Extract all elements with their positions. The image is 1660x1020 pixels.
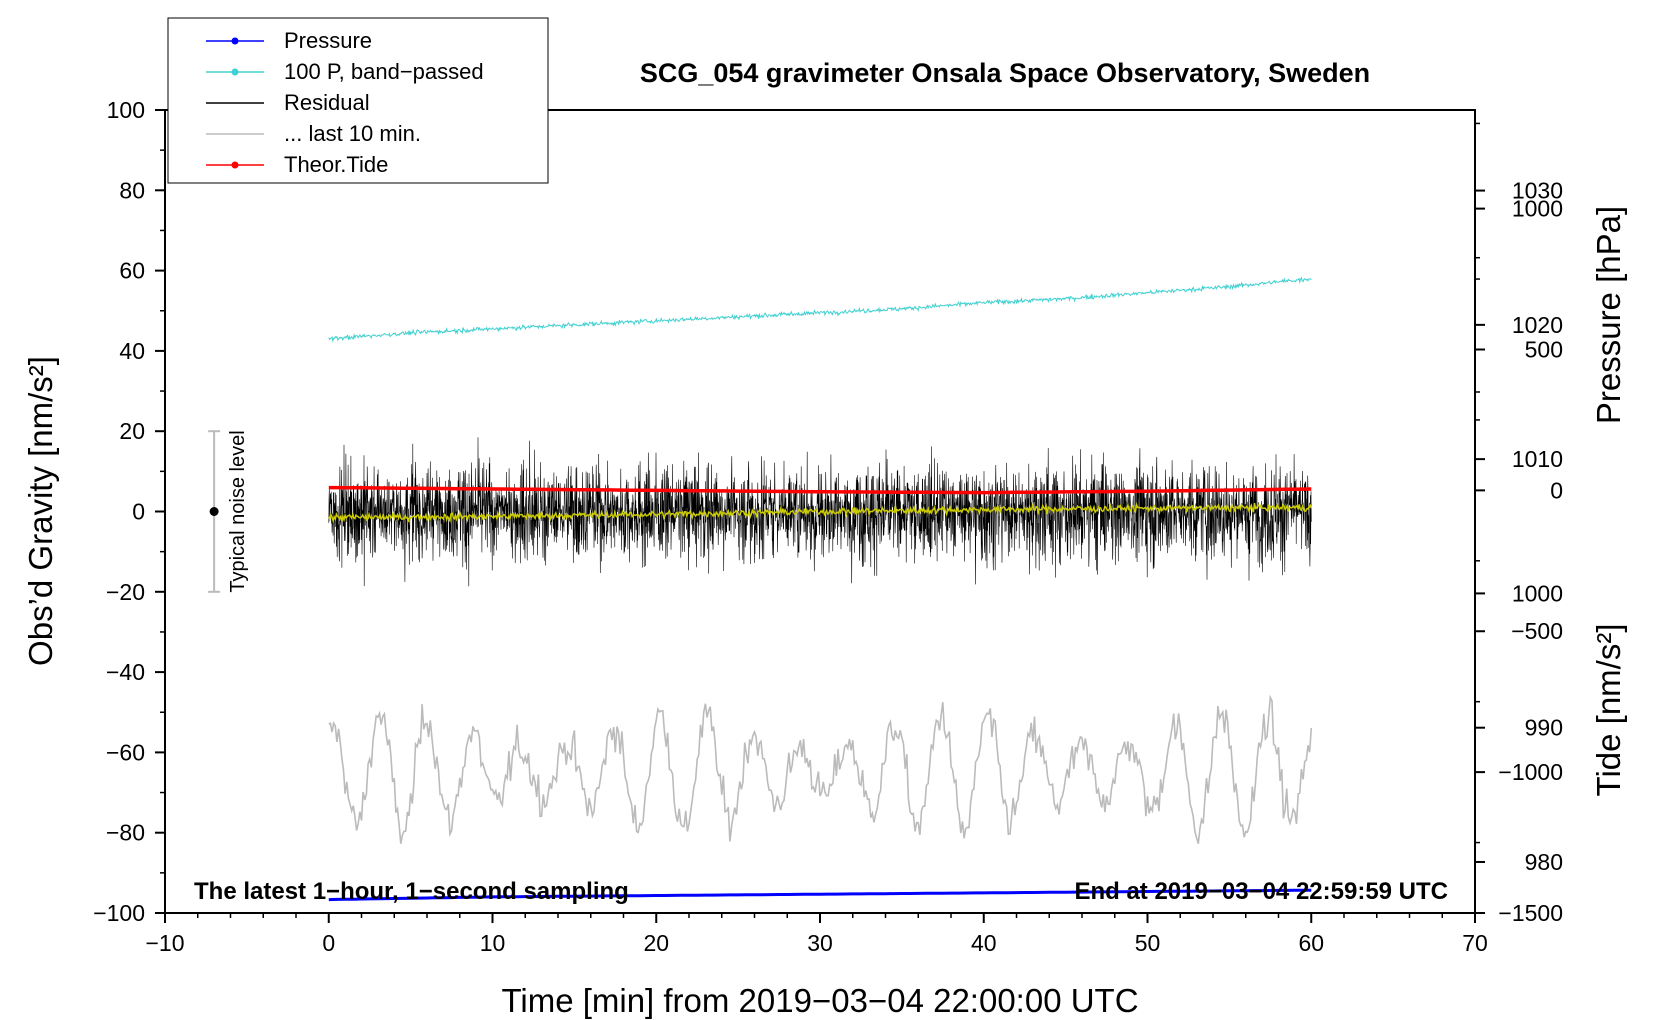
x-tick-label: 70	[1462, 930, 1488, 956]
x-tick-label: 60	[1298, 930, 1324, 956]
tide-tick-label: 0	[1550, 477, 1563, 503]
series-residual-smoothed	[328, 501, 1313, 524]
x-tick-label: 20	[643, 930, 669, 956]
y-tick-label: −100	[93, 900, 145, 926]
legend-marker	[231, 68, 239, 76]
tide-tick-label: −1000	[1498, 759, 1563, 785]
noise-label: Typical noise level	[227, 430, 249, 592]
series-pressure	[328, 888, 1312, 902]
y-tick-label: 20	[119, 418, 145, 444]
noise-level-indicator: Typical noise level	[208, 430, 249, 593]
y-tick-label: 80	[119, 177, 145, 203]
x-tick-label: −10	[145, 930, 184, 956]
y-tick-label: 60	[119, 258, 145, 284]
tide-tick-label: 500	[1525, 336, 1563, 362]
plot-series	[328, 276, 1313, 902]
legend-label: Pressure	[284, 28, 372, 53]
series-pressure-bandpassed	[328, 276, 1312, 343]
y-tick-label: 40	[119, 338, 145, 364]
note-left: The latest 1−hour, 1−second sampling	[194, 878, 629, 905]
noise-center-dot	[209, 507, 219, 516]
y-tick-label: −60	[106, 739, 145, 765]
tide-tick-label: −1500	[1498, 900, 1563, 926]
legend: Pressure 100 P, band−passed Residual ... la…	[167, 17, 549, 184]
x-tick-label: 40	[971, 930, 997, 956]
legend-box	[167, 17, 549, 184]
tide-tick-label: 1000	[1512, 196, 1563, 222]
note-right: End at 2019−03−04 22:59:59 UTC	[1074, 878, 1448, 905]
y-axis-title-gravity: Obs’d Gravity [nm/s²]	[22, 356, 59, 666]
legend-label: Residual	[284, 90, 370, 115]
x-tick-label: 50	[1135, 930, 1161, 956]
y-axis-title-pressure: Pressure [hPa]	[1590, 206, 1627, 424]
tide-tick-label: −500	[1511, 618, 1563, 644]
pressure-tick-label: 1010	[1512, 446, 1563, 472]
axes: −10 0 10 20 30 40 50 60 70−100−80−60−40−20020406…	[93, 97, 1563, 956]
y-tick-label: 100	[107, 97, 145, 123]
x-tick-label: 10	[480, 930, 506, 956]
legend-label: Theor.Tide	[284, 152, 388, 177]
x-axis-title: Time [min] from 2019−03−04 22:00:00 UTC	[501, 982, 1138, 1019]
pressure-tick-label: 1000	[1512, 580, 1563, 606]
legend-label: ... last 10 min.	[284, 121, 421, 146]
legend-marker	[231, 37, 239, 45]
x-tick-label: 30	[807, 930, 833, 956]
y-axis-title-tide: Tide [nm/s²]	[1590, 624, 1627, 797]
pressure-tick-label: 990	[1525, 715, 1563, 741]
series-last-10-min	[328, 694, 1313, 844]
y-tick-label: 0	[132, 499, 145, 525]
y-tick-label: −40	[106, 659, 145, 685]
legend-label: 100 P, band−passed	[284, 59, 484, 84]
chart-title: SCG_054 gravimeter Onsala Space Observat…	[640, 58, 1370, 88]
y-tick-label: −80	[106, 820, 145, 846]
pressure-tick-label: 1020	[1512, 312, 1563, 338]
pressure-tick-label: 980	[1525, 849, 1563, 875]
series-theor-tide	[328, 485, 1312, 495]
series-residual	[328, 437, 1312, 587]
x-tick-label: 0	[322, 930, 335, 956]
y-tick-label: −20	[106, 579, 145, 605]
pressure-tick-label: 1030	[1512, 178, 1563, 204]
legend-marker	[231, 161, 239, 169]
